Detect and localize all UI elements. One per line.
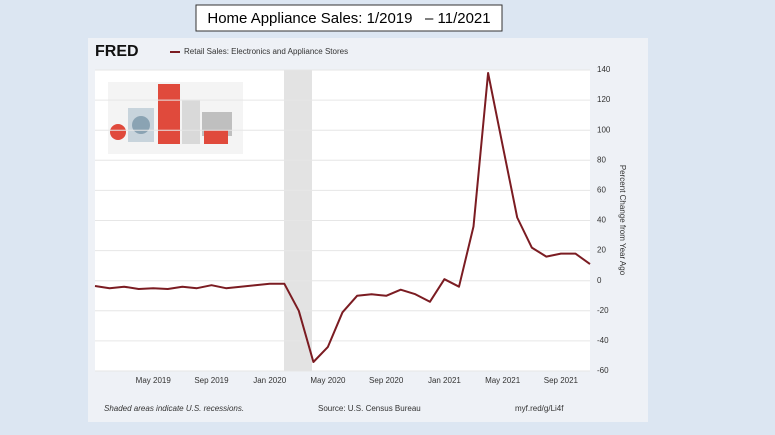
appliance-image bbox=[108, 82, 243, 154]
y-tick-label: 80 bbox=[597, 155, 606, 164]
y-tick-label: 40 bbox=[597, 216, 606, 225]
x-tick-label: Jan 2021 bbox=[428, 376, 461, 385]
logo: FRED bbox=[95, 43, 139, 60]
y-tick-label: -40 bbox=[597, 336, 609, 345]
footer-note: Shaded areas indicate U.S. recessions. bbox=[104, 404, 244, 413]
y-tick-label: 120 bbox=[597, 95, 611, 104]
y-tick-label: 20 bbox=[597, 246, 606, 255]
data-line bbox=[94, 72, 591, 363]
y-tick-label: 60 bbox=[597, 186, 606, 195]
x-tick-label: Sep 2019 bbox=[194, 376, 229, 385]
legend-label: Retail Sales: Electronics and Appliance … bbox=[184, 47, 348, 56]
y-tick-label: -20 bbox=[597, 306, 609, 315]
page-title: Home Appliance Sales: 1/2019 – 11/2021 bbox=[207, 10, 490, 27]
y-tick-label: 140 bbox=[597, 65, 611, 74]
y-tick-label: -60 bbox=[597, 366, 609, 375]
link: myf.red/g/Li4f bbox=[515, 404, 564, 413]
x-tick-label: Sep 2021 bbox=[544, 376, 579, 385]
y-tick-label: 0 bbox=[597, 276, 602, 285]
x-tick-label: May 2021 bbox=[485, 376, 521, 385]
source: Source: U.S. Census Bureau bbox=[318, 404, 421, 413]
x-tick-label: May 2020 bbox=[310, 376, 346, 385]
x-tick-label: Sep 2020 bbox=[369, 376, 404, 385]
y-axis-label: Percent Change from Year Ago bbox=[618, 165, 627, 276]
x-tick-label: Jan 2020 bbox=[253, 376, 286, 385]
y-tick-label: 100 bbox=[597, 125, 611, 134]
x-tick-label: May 2019 bbox=[136, 376, 172, 385]
title-box bbox=[195, 4, 503, 32]
